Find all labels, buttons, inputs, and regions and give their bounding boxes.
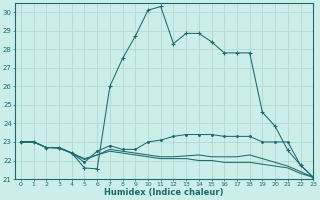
X-axis label: Humidex (Indice chaleur): Humidex (Indice chaleur) [104,188,224,197]
